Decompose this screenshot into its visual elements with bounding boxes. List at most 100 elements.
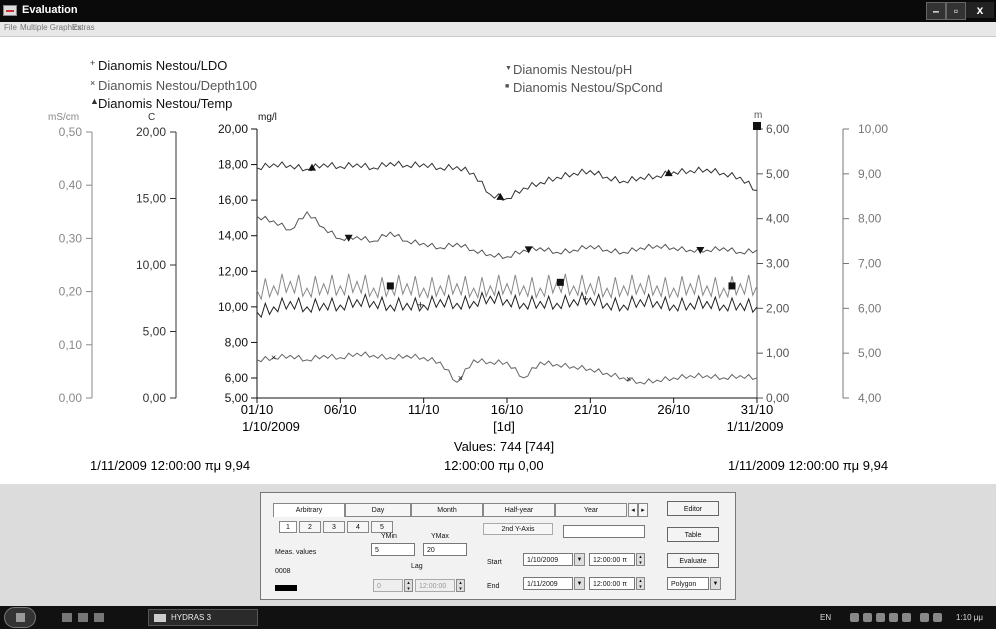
subtab-1[interactable]: 1 — [279, 521, 297, 533]
series-marker — [664, 169, 673, 177]
show-desktop-icon[interactable] — [62, 613, 72, 622]
series-color-swatch[interactable] — [275, 585, 297, 591]
taskbar-app-hydras[interactable]: HYDRAS 3 — [148, 609, 258, 626]
series-marker — [696, 247, 705, 255]
tab-arbitrary[interactable]: Arbitrary — [273, 503, 345, 517]
series-marker: + — [582, 293, 588, 305]
y-tick-label: 9,00 — [858, 167, 882, 181]
end-date-dropdown-icon[interactable]: ▼ — [574, 577, 585, 590]
y-tick-label: 0,30 — [59, 231, 83, 245]
x-tick-label: 16/10 — [491, 402, 524, 417]
legend-marker: ▼ — [505, 65, 512, 72]
second-y-axis-input[interactable] — [563, 525, 645, 538]
start-time-input[interactable]: 12:00:00 π — [589, 553, 635, 566]
tray-icon-1[interactable] — [850, 613, 859, 622]
x-interval-label: [1d] — [493, 419, 515, 434]
tab-day[interactable]: Day — [345, 503, 411, 517]
display-mode-select[interactable]: Polygon — [667, 577, 709, 590]
lag-time-input[interactable]: 12:00:00 — [415, 579, 455, 592]
tray-icon-3[interactable] — [876, 613, 885, 622]
start-date-input[interactable]: 1/10/2009 — [523, 553, 573, 566]
series-marker — [308, 163, 316, 171]
window-title: Evaluation — [22, 4, 78, 16]
tray-icon-5[interactable] — [902, 613, 911, 622]
browser-icon[interactable] — [94, 613, 104, 622]
y-tick-label: 4,00 — [858, 391, 882, 405]
language-indicator[interactable]: EN — [820, 613, 832, 622]
table-button[interactable]: Table — [667, 527, 719, 542]
y-axis-unit: C — [148, 112, 155, 123]
series-line — [256, 210, 758, 260]
series-marker — [524, 246, 533, 254]
series-line — [256, 273, 758, 301]
x-tick-label: 06/10 — [324, 402, 357, 417]
end-time-spinner[interactable]: ▴ ▾ — [636, 577, 645, 590]
series-marker — [728, 282, 736, 290]
network-icon[interactable] — [920, 613, 929, 622]
menu-multiple-graphics[interactable]: Multiple Graphics — [20, 23, 82, 32]
y-tick-label: 10,00 — [136, 258, 166, 272]
maximize-button[interactable]: ▫ — [946, 2, 966, 20]
y-tick-label: 10,00 — [858, 122, 888, 136]
legend-marker: + — [90, 58, 95, 68]
display-mode-dropdown-icon[interactable]: ▼ — [710, 577, 721, 590]
end-time-input[interactable]: 12:00:00 π — [589, 577, 635, 590]
ymax-input[interactable]: 20 — [423, 543, 467, 556]
y-axis-unit: m — [754, 110, 762, 121]
tab-year[interactable]: Year — [555, 503, 627, 517]
hydras-app-icon — [154, 614, 166, 622]
y-tick-label: 6,00 — [225, 371, 249, 385]
legend-item: Dianomis Nestou/pH — [513, 62, 632, 77]
start-label: Start — [487, 559, 502, 566]
tab-scroll-right[interactable]: ▸ — [638, 503, 648, 517]
cursor-readout-center: 12:00:00 πμ 0,00 — [444, 458, 544, 473]
y-tick-label: 5,00 — [858, 346, 882, 360]
start-time-spinner[interactable]: ▴ ▾ — [636, 553, 645, 566]
series-line — [256, 290, 758, 319]
end-date-input[interactable]: 1/11/2009 — [523, 577, 573, 590]
volume-icon[interactable] — [933, 613, 942, 622]
tab-month[interactable]: Month — [411, 503, 483, 517]
y-tick-label: 0,50 — [59, 125, 83, 139]
menu-extras[interactable]: Extras — [72, 23, 95, 32]
tray-icon-2[interactable] — [863, 613, 872, 622]
y-tick-label: 0,00 — [59, 391, 83, 405]
tray-icon-4[interactable] — [889, 613, 898, 622]
series-marker: × — [626, 374, 631, 384]
subtab-3[interactable]: 3 — [323, 521, 345, 533]
ymin-input[interactable]: 5 — [371, 543, 415, 556]
tab-half-year[interactable]: Half-year — [483, 503, 555, 517]
legend-item: Dianomis Nestou/Depth100 — [98, 78, 257, 93]
lag-spinner[interactable]: ▴ ▾ — [404, 579, 413, 592]
y-tick-label: 14,00 — [218, 229, 248, 243]
clock[interactable]: 1:10 μμ — [956, 613, 984, 622]
start-button[interactable] — [4, 607, 36, 628]
y-tick-label: 0,40 — [59, 178, 83, 192]
y-tick-label: 6,00 — [766, 122, 790, 136]
menu-file[interactable]: File — [4, 23, 17, 32]
minimize-button[interactable]: – — [926, 2, 946, 20]
x-tick-label: 11/10 — [408, 402, 440, 417]
y-tick-label: 0,10 — [59, 338, 83, 352]
start-date-dropdown-icon[interactable]: ▼ — [574, 553, 585, 566]
cursor-handle — [753, 122, 761, 130]
series-marker — [386, 282, 394, 290]
lag-input[interactable]: 0 — [373, 579, 403, 592]
editor-button[interactable]: Editor — [667, 501, 719, 516]
y-tick-label: 2,00 — [766, 301, 790, 315]
explorer-icon[interactable] — [78, 613, 88, 622]
y-tick-label: 5,00 — [766, 167, 790, 181]
evaluate-button[interactable]: Evaluate — [667, 553, 719, 568]
tab-scroll-left[interactable]: ◂ — [628, 503, 638, 517]
lag-time-spinner[interactable]: ▴ ▾ — [456, 579, 465, 592]
x-tick-label: 21/10 — [574, 402, 607, 417]
subtab-4[interactable]: 4 — [347, 521, 369, 533]
menu-bar: File Multiple Graphics Extras — [0, 22, 996, 37]
ymax-label: YMax — [431, 533, 449, 540]
y-tick-label: 6,00 — [858, 301, 882, 315]
subtab-2[interactable]: 2 — [299, 521, 321, 533]
close-button[interactable]: x — [966, 2, 994, 18]
meas-values-label: Meas. values — [275, 549, 317, 556]
second-y-axis-label: 2nd Y-Axis — [483, 523, 553, 535]
subtab-5[interactable]: 5 — [371, 521, 393, 533]
